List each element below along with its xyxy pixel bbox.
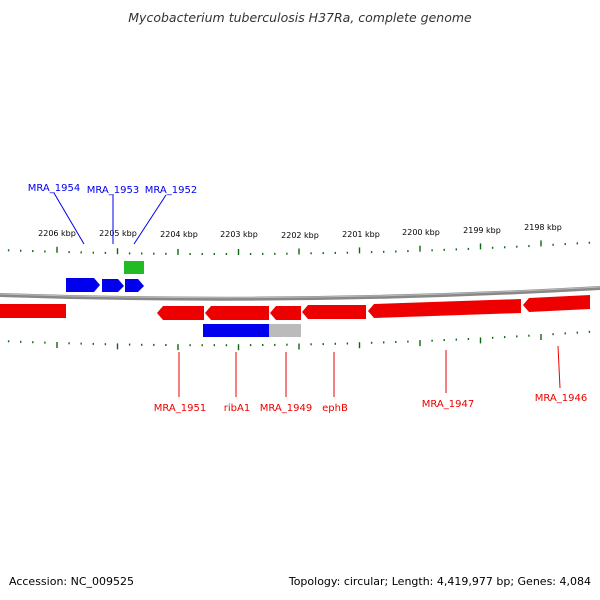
accession-text: Accession: NC_009525 [9, 575, 134, 588]
leader-line-mra-1946 [557, 345, 561, 389]
gene-arrow-mra-1953[interactable] [102, 279, 124, 292]
gene-label-mra-1947[interactable]: MRA_1947 [422, 399, 474, 410]
gene-arrow-mra-1947[interactable] [368, 299, 521, 318]
reverse-strand-features [0, 295, 590, 320]
gene-label-riba1[interactable]: ribA1 [224, 403, 250, 414]
scale-label-2199: 2199 kbp [463, 226, 501, 235]
gene-block-left-edge[interactable] [0, 304, 66, 318]
genome-backbone [0, 286, 600, 301]
genome-backbone-highlight [0, 286, 600, 299]
scale-label-2201: 2201 kbp [342, 230, 380, 239]
cds-feature-partial-grey[interactable] [269, 324, 301, 337]
gene-arrow-mra-1952[interactable] [125, 279, 144, 292]
gene-arrow-mra-1946[interactable] [523, 295, 590, 312]
scale-label-2203: 2203 kbp [220, 230, 258, 239]
gene-label-mra-1946[interactable]: MRA_1946 [535, 393, 587, 404]
gene-label-mra-1952[interactable]: MRA_1952 [145, 185, 197, 196]
gene-arrow-mra-1951[interactable] [157, 306, 204, 320]
gene-label-mra-1954[interactable]: MRA_1954 [28, 183, 80, 194]
forward-strand-features [66, 261, 301, 337]
leader-line-mra-1952 [133, 194, 167, 245]
gene-arrow-mra-1954[interactable] [66, 278, 100, 292]
gene-label-mra-1949[interactable]: MRA_1949 [260, 403, 312, 414]
scale-label-2198: 2198 kbp [524, 223, 562, 232]
forward-gene-labels: MRA_1954 MRA_1953 MRA_1952 [28, 183, 197, 245]
upper-tick-track [7, 240, 591, 255]
gene-arrow-mra-1949[interactable] [270, 306, 301, 320]
leader-line-mra-1954 [53, 192, 85, 245]
gene-arrow-riba1[interactable] [205, 306, 269, 320]
gene-label-mra-1951[interactable]: MRA_1951 [154, 403, 206, 414]
scale-label-2205: 2205 kbp [99, 229, 137, 238]
scale-label-2200: 2200 kbp [402, 228, 440, 237]
scale-labels: 2206 kbp 2205 kbp 2204 kbp 2203 kbp 2202… [38, 223, 562, 240]
rna-feature-green[interactable] [124, 261, 144, 274]
cds-feature-blue[interactable] [203, 324, 269, 337]
gene-arrow-ephb[interactable] [302, 305, 366, 319]
scale-label-2202: 2202 kbp [281, 231, 319, 240]
reverse-gene-labels: MRA_1951 ribA1 MRA_1949 ephB MRA_1947 MR… [154, 345, 587, 414]
gene-label-ephb[interactable]: ephB [322, 403, 348, 414]
lower-tick-track [7, 330, 591, 351]
scale-label-2206: 2206 kbp [38, 229, 76, 238]
genome-summary-text: Topology: circular; Length: 4,419,977 bp… [288, 575, 591, 588]
scale-label-2204: 2204 kbp [160, 230, 198, 239]
genome-title: Mycobacterium tuberculosis H37Ra, comple… [128, 10, 472, 25]
gene-label-mra-1953[interactable]: MRA_1953 [87, 185, 139, 196]
